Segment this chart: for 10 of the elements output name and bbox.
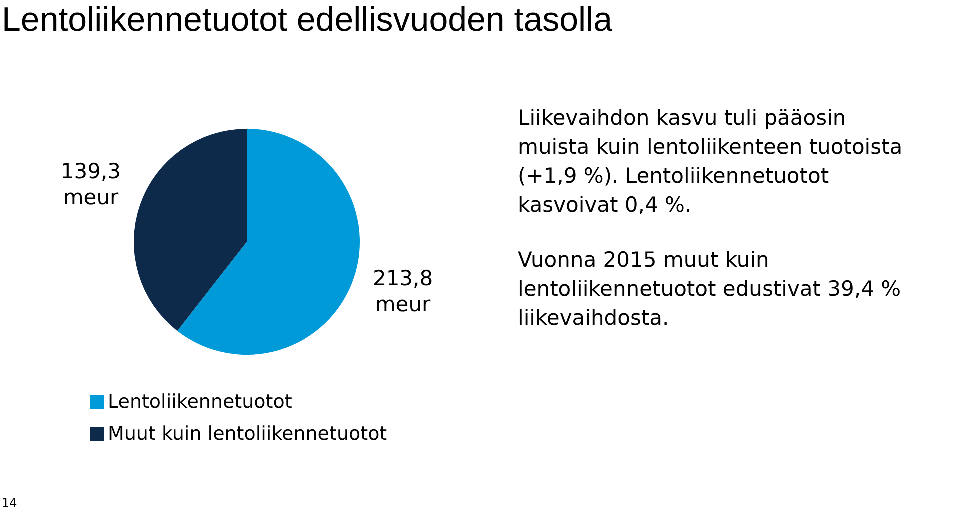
chart-title: Lentoliikennetuotot edellisvuoden tasolla xyxy=(2,0,613,41)
pie-slice xyxy=(177,129,360,355)
text: 14 xyxy=(2,496,18,510)
legend-label: Muut kuin lentoliikennetuotot xyxy=(108,422,388,447)
legend-label: Lentoliikennetuotot xyxy=(108,390,292,415)
pie-slice xyxy=(134,129,247,332)
data-label: 139,3 meur xyxy=(60,159,122,210)
text: Vuonna 2015 muut kuin lentoliikennetuotot edustivat 39,4 % liikevaihdosta. xyxy=(518,247,902,332)
text: Liikevaihdon kasvu tuli pääosin muista kuin lentoliikenteen tuotoista (+1,9 %). Lentoliikennetuotot kasvoivat 0,4 %. xyxy=(518,105,904,219)
data-label: 213,8 meur xyxy=(372,266,434,317)
